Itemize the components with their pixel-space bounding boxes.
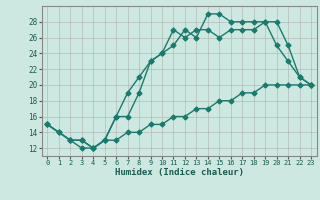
- X-axis label: Humidex (Indice chaleur): Humidex (Indice chaleur): [115, 168, 244, 177]
